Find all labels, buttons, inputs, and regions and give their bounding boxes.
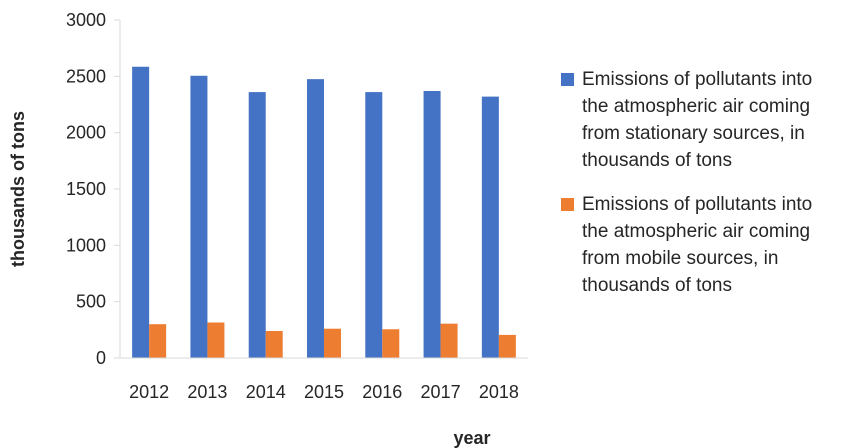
- bar-stationary-2018: [481, 96, 499, 358]
- bar-mobile-2015: [324, 328, 341, 358]
- bars: [132, 66, 516, 359]
- x-tick-label: 2018: [479, 382, 519, 402]
- y-tick-label: 2000: [66, 123, 106, 143]
- bar-mobile-2012: [149, 324, 167, 358]
- y-tick-label: 1500: [66, 179, 106, 199]
- x-tick-label: 2016: [362, 382, 402, 402]
- legend-item-stationary: Emissions of pollutants into the atmosph…: [561, 66, 837, 174]
- legend-item-mobile: Emissions of pollutants into the atmosph…: [561, 191, 837, 299]
- bar-mobile-2018: [498, 334, 516, 358]
- bar-mobile-2014: [265, 330, 283, 358]
- x-tick-label: 2015: [304, 382, 344, 402]
- y-tick-label: 3000: [66, 10, 106, 30]
- x-tick-label: 2014: [246, 382, 286, 402]
- x-axis-title: year: [453, 428, 490, 448]
- y-tick-label: 1000: [66, 235, 106, 255]
- bar-stationary-2013: [190, 75, 208, 359]
- y-tick-label: 0: [96, 348, 106, 368]
- y-tick-label: 500: [76, 292, 106, 312]
- bar-stationary-2012: [132, 66, 150, 359]
- legend-swatch-stationary: [561, 73, 574, 86]
- x-tick-label: 2013: [187, 382, 227, 402]
- bar-stationary-2015: [307, 79, 324, 359]
- bar-stationary-2014: [248, 92, 266, 359]
- legend-swatch-mobile: [561, 198, 574, 211]
- bar-mobile-2013: [207, 322, 225, 358]
- x-axis-ticks: 2012 2013 2014 2015 2016 2017 2018: [129, 382, 519, 402]
- y-axis-ticks: 0 500 1000 1500 2000 2500 3000: [66, 10, 120, 368]
- y-axis-title: thousands of tons: [8, 111, 28, 267]
- bar-stationary-2016: [365, 92, 383, 359]
- y-tick-label: 2500: [66, 66, 106, 86]
- x-tick-label: 2012: [129, 382, 169, 402]
- x-tick-label: 2017: [421, 382, 461, 402]
- legend-label-mobile: Emissions of pollutants into the atmosph…: [582, 194, 813, 296]
- bar-stationary-2017: [423, 90, 441, 358]
- bar-mobile-2017: [440, 323, 458, 358]
- legend: Emissions of pollutants into the atmosph…: [561, 66, 837, 316]
- legend-label-stationary: Emissions of pollutants into the atmosph…: [582, 69, 813, 171]
- bar-mobile-2016: [382, 329, 400, 358]
